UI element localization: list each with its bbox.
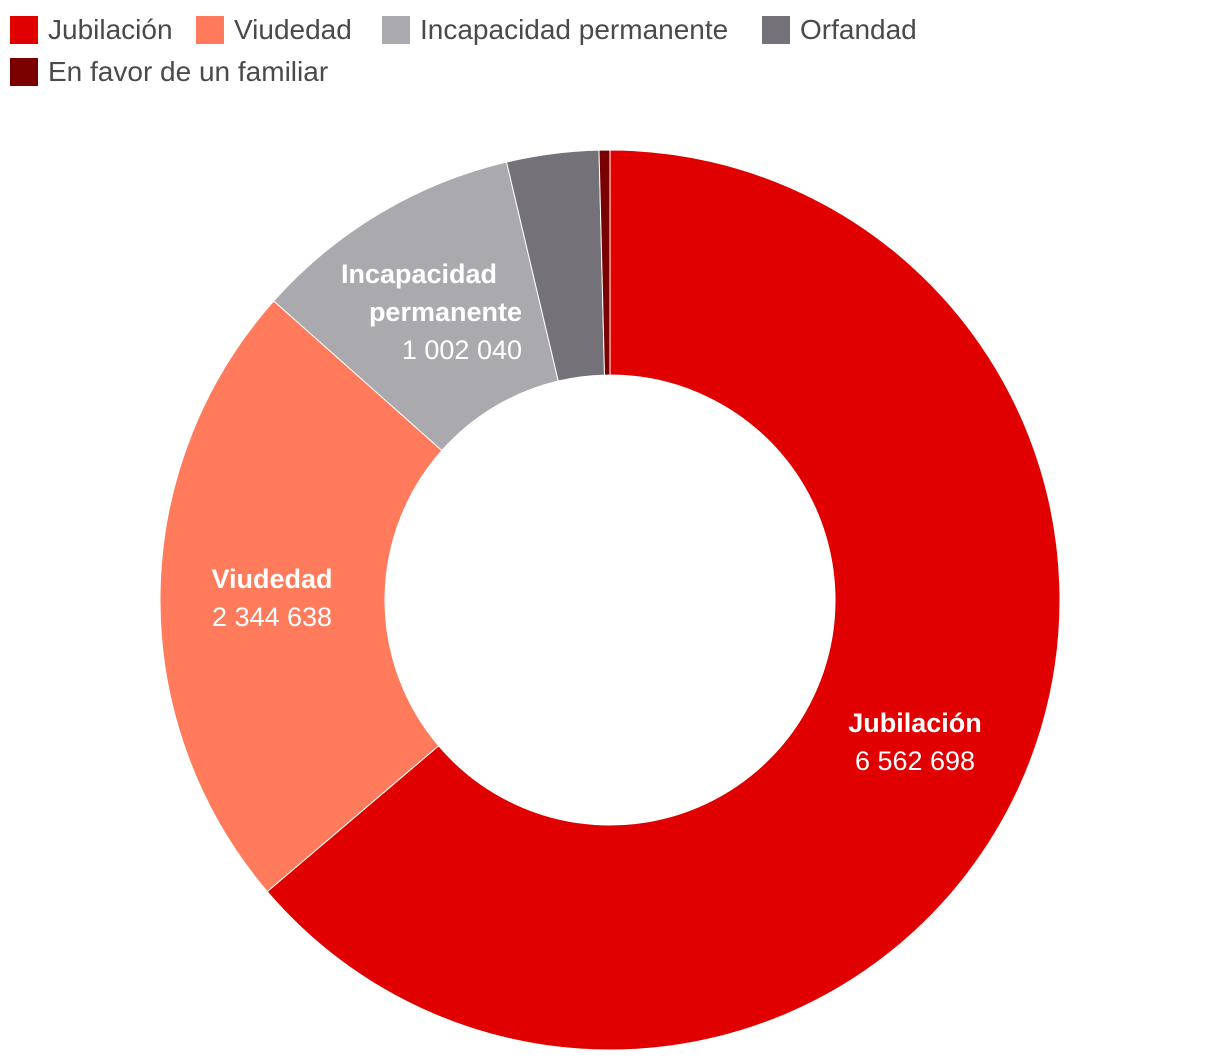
slice-label-value: 2 344 638 bbox=[212, 602, 332, 632]
legend-item-orfandad: Orfandad bbox=[762, 14, 917, 46]
slice-label-name: permanente bbox=[369, 297, 522, 327]
slice-label-name: Jubilación bbox=[848, 708, 982, 738]
slice-label-value: 6 562 698 bbox=[855, 746, 975, 776]
legend-item-incapacidad-permanente: Incapacidad permanente bbox=[382, 14, 728, 46]
slice-label-incapacidad-permanente: Incapacidad permanente 1 002 040 bbox=[341, 259, 522, 365]
legend-label: En favor de un familiar bbox=[48, 56, 329, 87]
legend-label: Incapacidad permanente bbox=[420, 14, 729, 45]
legend-label: Jubilación bbox=[48, 14, 173, 45]
legend-item-jubilacion: Jubilación bbox=[10, 14, 173, 46]
legend-swatch bbox=[196, 16, 224, 44]
legend-label: Orfandad bbox=[800, 14, 917, 45]
legend-item-viudedad: Viudedad bbox=[196, 14, 352, 46]
slice-label-name: Incapacidad bbox=[341, 259, 497, 289]
slice-label-value: 1 002 040 bbox=[402, 335, 522, 365]
legend-label: Viudedad bbox=[234, 14, 352, 45]
slice-jubilacion bbox=[266, 149, 1061, 1051]
slice-viudedad bbox=[159, 300, 443, 893]
legend-item-en-favor-de-un-familiar: En favor de un familiar bbox=[10, 56, 328, 88]
legend-swatch bbox=[762, 16, 790, 44]
slice-en-favor-de-un-familiar bbox=[598, 149, 611, 376]
slice-label-jubilacion: Jubilación 6 562 698 bbox=[848, 708, 982, 776]
legend-swatch bbox=[382, 16, 410, 44]
legend-swatch bbox=[10, 16, 38, 44]
legend-swatch bbox=[10, 58, 38, 86]
slice-label-viudedad: Viudedad 2 344 638 bbox=[211, 564, 332, 632]
slice-label-name: Viudedad bbox=[211, 564, 332, 594]
